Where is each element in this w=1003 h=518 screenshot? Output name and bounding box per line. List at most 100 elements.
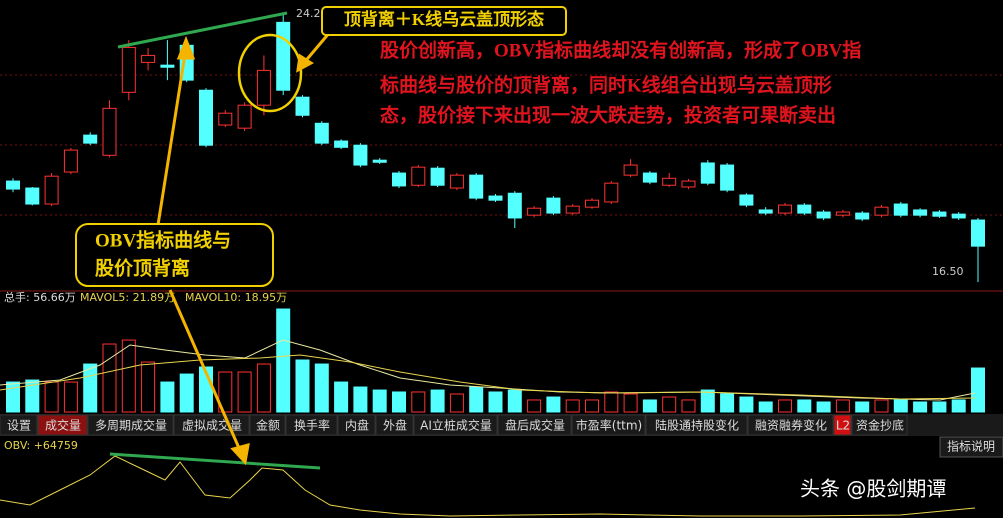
tab[interactable] <box>645 414 748 436</box>
volume-bar <box>546 396 561 413</box>
candle-body <box>334 140 349 148</box>
volume-bar <box>488 391 503 413</box>
volume-bar <box>507 389 522 413</box>
tab[interactable] <box>285 414 338 436</box>
candle-body <box>276 21 291 91</box>
volume-bar <box>237 371 252 413</box>
annotation-text: 态，股价接下来出现一波大跌走势，投资者可果断卖出 <box>380 103 836 126</box>
tab-label[interactable]: 陆股通持股变化 <box>655 418 739 433</box>
tab[interactable] <box>413 414 498 436</box>
volume-bar <box>44 381 59 413</box>
tab[interactable] <box>87 414 174 436</box>
candle-body <box>546 197 561 214</box>
help-label[interactable]: 指标说明 <box>947 439 995 454</box>
candle-body <box>295 96 310 116</box>
tab[interactable] <box>337 414 376 436</box>
candle-body <box>83 134 98 144</box>
help-button[interactable] <box>939 436 1003 458</box>
candle-body <box>623 164 638 176</box>
volume-bar <box>835 399 850 413</box>
candle-body <box>372 159 387 163</box>
annotation-box <box>75 223 274 287</box>
candle-body <box>758 209 773 214</box>
candle-body <box>430 167 445 186</box>
tab[interactable] <box>249 414 286 436</box>
volume-bar <box>218 371 233 413</box>
tab[interactable] <box>747 414 834 436</box>
volume-bar <box>256 363 271 413</box>
volume-bar <box>585 399 599 413</box>
volume-bar <box>449 393 464 413</box>
tab-label[interactable]: AI立桩成交量 <box>420 418 492 433</box>
candle-body <box>256 69 271 106</box>
volume-bar <box>604 391 619 413</box>
candle-body <box>971 219 985 247</box>
tab-label[interactable]: 外盘 <box>383 418 407 433</box>
candle-body <box>739 194 754 206</box>
tab-label[interactable]: 换手率 <box>294 418 330 433</box>
candle-body <box>565 205 580 214</box>
tab[interactable] <box>571 414 646 436</box>
volume-bar <box>83 363 98 413</box>
candle-body <box>932 211 947 217</box>
candle-body <box>700 162 715 184</box>
tab[interactable] <box>0 414 38 436</box>
tab[interactable] <box>833 414 852 436</box>
volume-bar <box>681 399 696 413</box>
volume-bar <box>469 386 484 413</box>
volume-bar <box>179 373 194 413</box>
volume-bar <box>623 393 638 413</box>
tab-label[interactable]: 融资融券变化 <box>755 418 827 433</box>
tab[interactable] <box>851 414 908 436</box>
tab[interactable] <box>497 414 572 436</box>
candle-body <box>951 213 966 219</box>
volume-bar <box>778 399 792 413</box>
volume-bar <box>739 396 754 413</box>
watermark: 头条 @股剑期谭 <box>800 477 946 501</box>
tab-label[interactable]: 成交量 <box>45 418 81 433</box>
volume-bar <box>700 389 715 413</box>
candle-body <box>778 204 792 214</box>
tab-label[interactable]: 内盘 <box>345 418 369 433</box>
candle-body <box>913 209 928 216</box>
volume-bar <box>874 399 889 413</box>
volume-bar <box>353 386 368 413</box>
candle-body <box>893 203 908 216</box>
candle-body <box>102 107 117 156</box>
candle-body <box>585 199 599 208</box>
annotation-text: 股价顶背离 <box>95 256 190 279</box>
candle-body <box>527 207 542 216</box>
tab[interactable] <box>37 414 88 436</box>
volume-bar <box>855 401 870 413</box>
candles: 24.2 16.50 <box>6 7 985 282</box>
candle-body <box>63 149 78 173</box>
candle-body <box>797 204 812 214</box>
candle-body <box>6 180 20 190</box>
volume-bar <box>797 399 812 413</box>
tab-label[interactable]: 设置 <box>7 419 31 433</box>
candle-body <box>449 174 464 189</box>
tab[interactable] <box>375 414 414 436</box>
candle-body <box>392 172 406 187</box>
tab-label[interactable]: 市盈率(ttm) <box>576 418 642 433</box>
volume-bar <box>372 389 387 413</box>
candle-body <box>237 104 252 129</box>
volume-header: MAVOL5: 21.89万 <box>80 291 175 304</box>
candle-body <box>199 89 213 146</box>
tab-label[interactable]: 虚拟成交量 <box>182 418 242 433</box>
tab-label[interactable]: 盘后成交量 <box>505 418 565 433</box>
price-label: 16.50 <box>932 265 964 278</box>
grid <box>0 74 1003 216</box>
tab-label[interactable]: 多周期成交量 <box>95 418 167 433</box>
volume-bar <box>642 399 657 413</box>
candle-body <box>141 54 156 63</box>
tab-label[interactable]: 金额 <box>256 418 280 433</box>
divergence-line <box>117 11 288 49</box>
candle-body <box>507 192 522 219</box>
tab-label[interactable]: 资金抄底 <box>856 418 904 433</box>
mavol10-line <box>0 354 976 400</box>
candle-body <box>469 174 484 199</box>
volume-bar <box>160 381 175 413</box>
candle-body <box>160 64 175 68</box>
tab-label[interactable]: L2 <box>836 419 850 433</box>
